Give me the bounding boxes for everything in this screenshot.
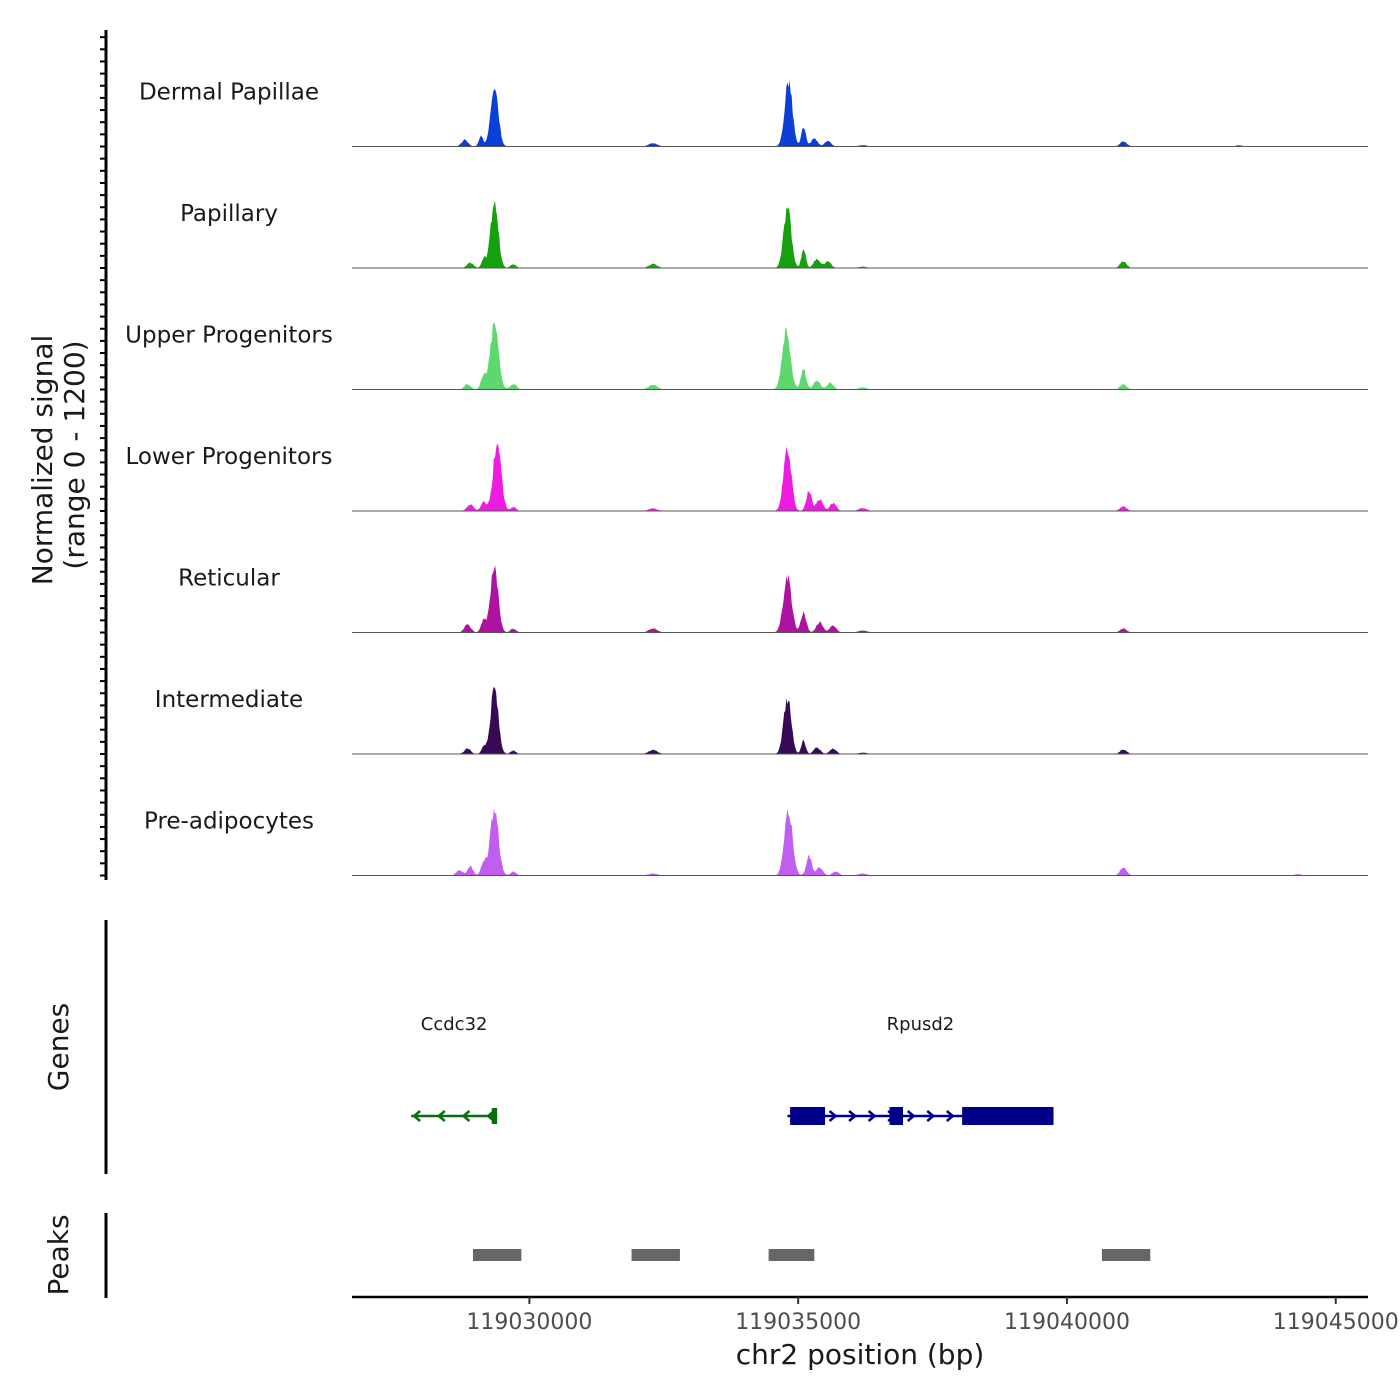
track-label: Intermediate [155,687,303,713]
gene-exon [962,1107,1054,1125]
x-tick-label: 119035000 [735,1310,861,1335]
y-axis-title: Normalized signal (range 0 - 1200) [26,335,91,586]
coverage-tracks: Dermal Papillae Papillary Upper Progenitor… [125,80,1368,876]
track-label: Reticular [178,566,280,592]
strand-arrow [436,1110,446,1122]
strand-arrow [848,1110,858,1122]
track-label: Pre-adipocytes [144,809,314,835]
genes-panel-label: Genes [42,1003,75,1091]
strand-arrow [828,1110,838,1122]
peak-region [631,1249,680,1261]
strand-arrow [945,1110,955,1122]
peak-region [1101,1249,1151,1261]
track-label: Lower Progenitors [126,444,333,470]
strand-arrow [461,1110,471,1122]
x-tick-label: 119045000 [1273,1310,1399,1335]
gene-exon [889,1107,904,1125]
peaks-panel: Peaks [42,1213,1151,1298]
peak-region [472,1249,522,1261]
strand-arrow [867,1110,877,1122]
strand-arrow [412,1110,421,1122]
track-label: Dermal Papillae [139,80,319,106]
gene-ccdc32: Ccdc32 [411,1014,498,1124]
track-lower-progenitors: Lower Progenitors [126,443,1368,512]
signal-area [352,808,1368,876]
track-label: Papillary [180,201,278,227]
track-reticular: Reticular [178,565,1368,633]
signal-area [352,200,1368,268]
peak-region [768,1249,815,1261]
gene-label: Rpusd2 [887,1014,955,1035]
signal-area [352,687,1368,754]
gene-label: Ccdc32 [421,1014,488,1035]
y-axis-title-line1: Normalized signal [26,335,59,586]
track-pre-adipocytes: Pre-adipocytes [144,808,1368,876]
coverage-y-axis [100,30,108,880]
x-tick-label: 119030000 [466,1310,592,1335]
signal-area [352,80,1368,147]
y-axis-title-line2: (range 0 - 1200) [58,340,91,569]
signal-area [352,322,1368,390]
track-papillary: Papillary [180,200,1368,269]
gene-rpusd2: Rpusd2 [787,1014,1054,1125]
gene-exon [790,1107,826,1125]
strand-arrow [906,1110,916,1122]
x-axis: chr2 position (bp) 119030000 119035000 119… [352,1295,1399,1371]
track-upper-progenitors: Upper Progenitors [125,322,1368,390]
signal-area [352,443,1368,511]
strand-arrow [926,1110,936,1122]
x-tick-label: 119040000 [1004,1310,1130,1335]
peaks-panel-label: Peaks [42,1214,75,1295]
track-dermal-papillae: Dermal Papillae [139,80,1368,147]
signal-area [352,565,1368,633]
track-intermediate: Intermediate [155,687,1368,755]
genes-panel: Genes Ccdc32 Rpusd2 [42,920,1054,1174]
gene-exon [491,1108,498,1124]
x-axis-title: chr2 position (bp) [736,1338,985,1371]
track-label: Upper Progenitors [125,323,333,349]
